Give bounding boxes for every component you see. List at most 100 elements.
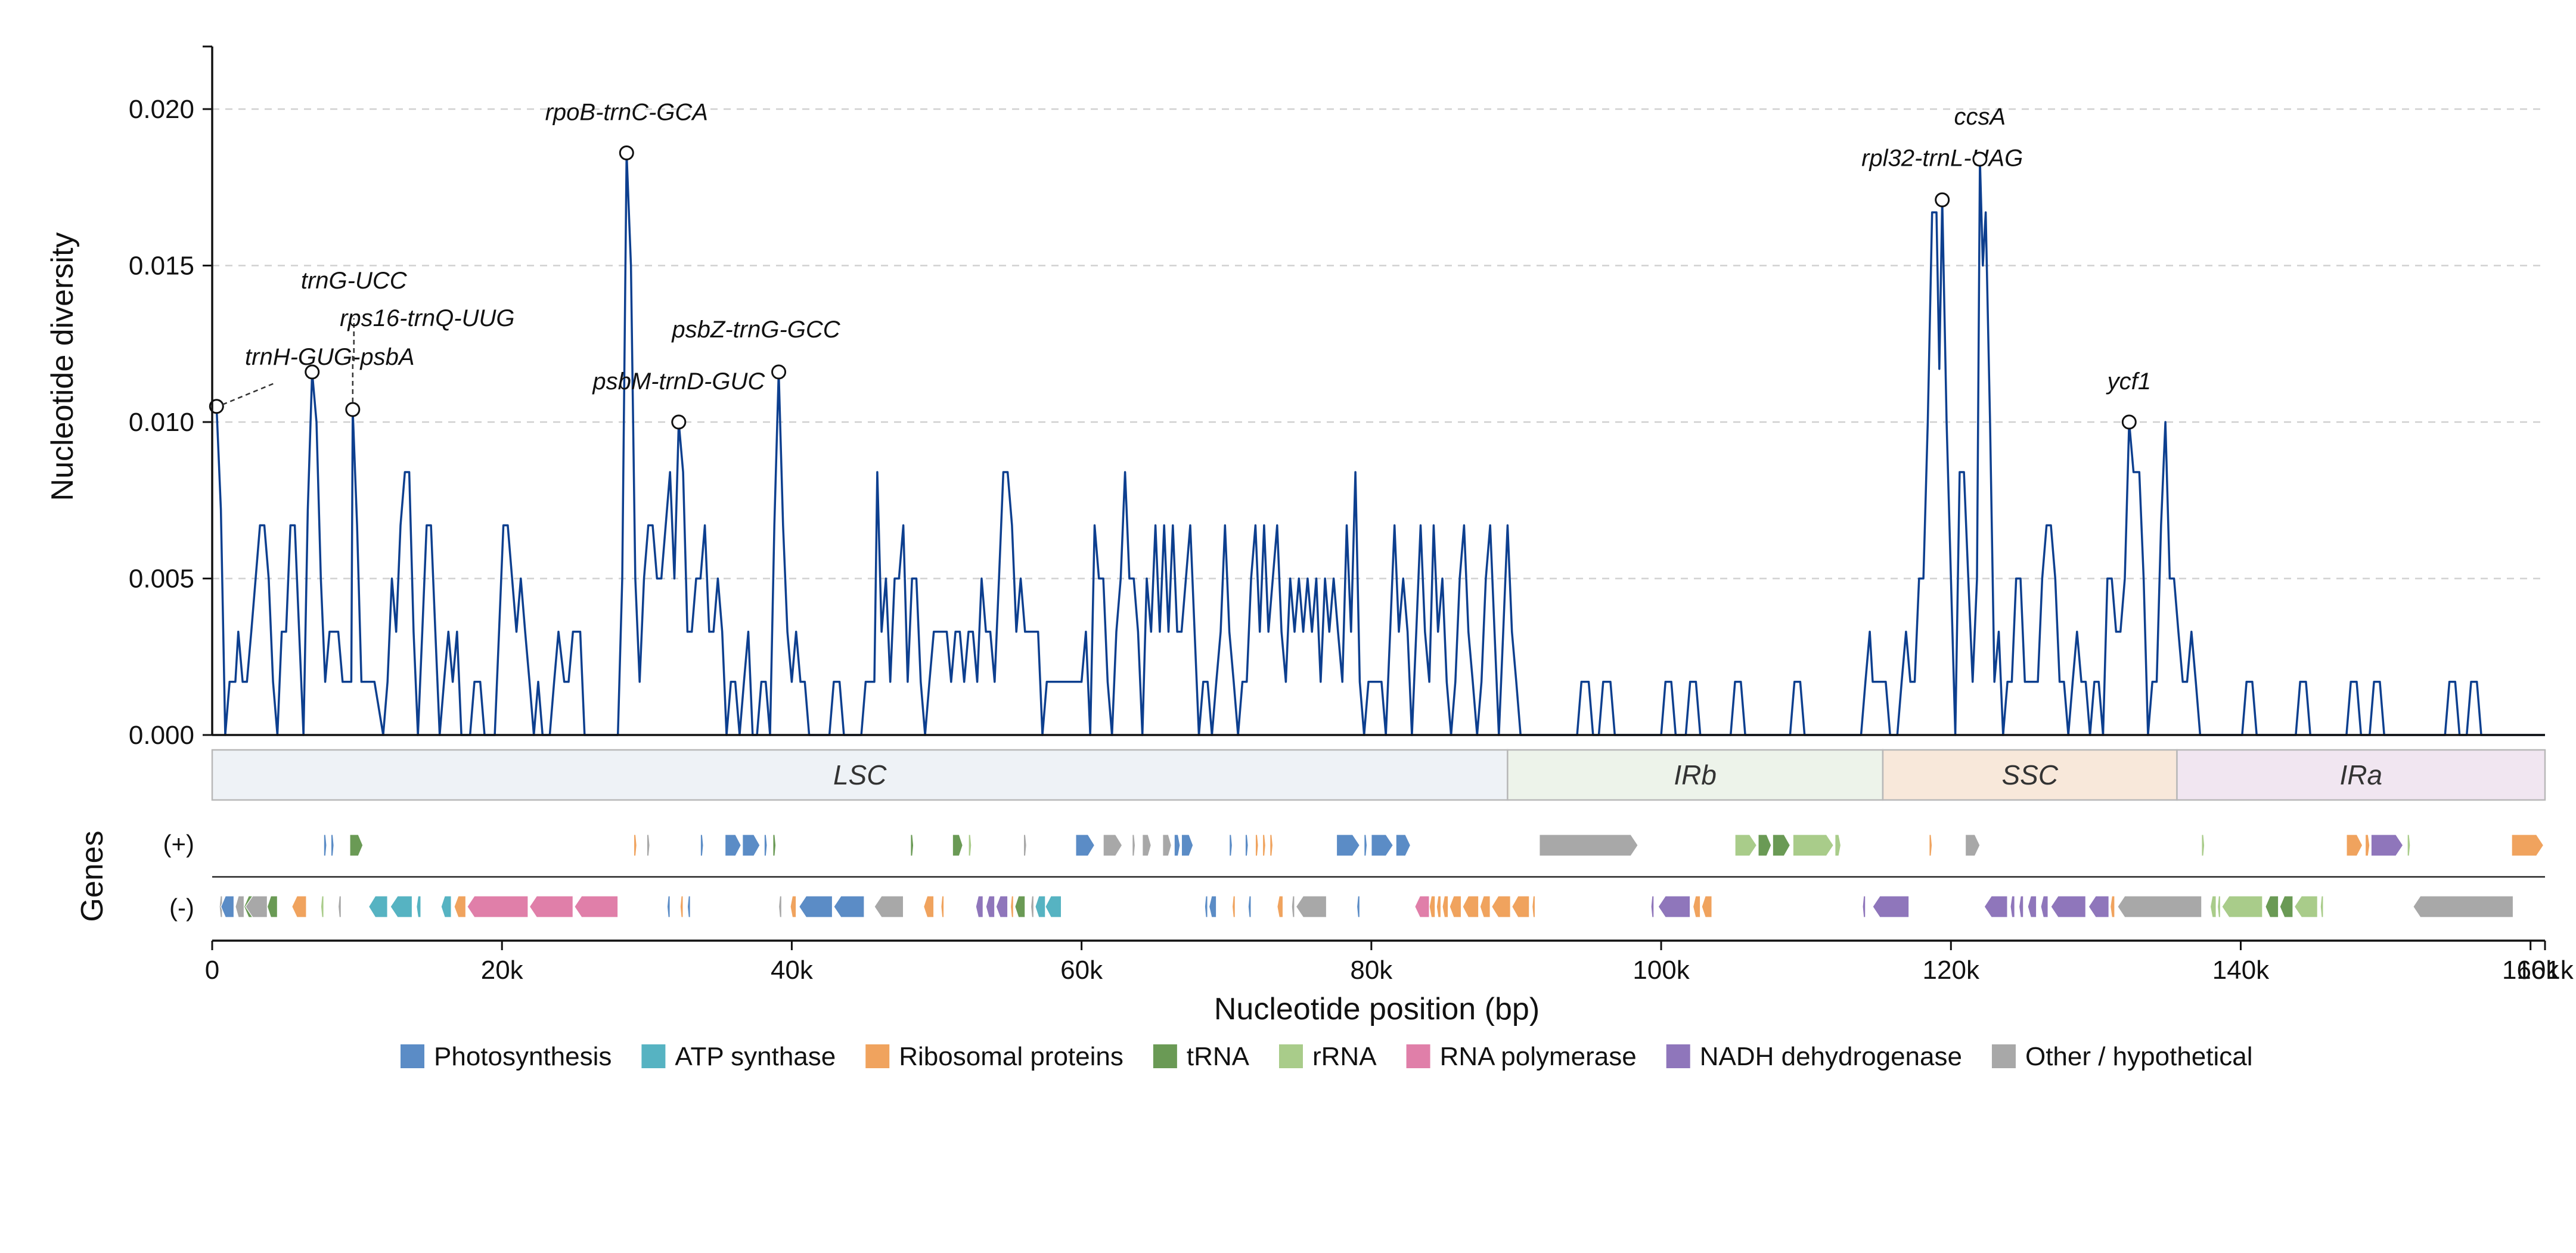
gene-feature: [1262, 834, 1266, 857]
peak-annotation-label: psbZ-trnG-GCC: [671, 317, 840, 343]
gene-feature: [220, 895, 235, 918]
legend-swatch: [1406, 1044, 1430, 1068]
gene-feature: [790, 895, 797, 918]
gene-feature: [1247, 895, 1252, 918]
gene-feature: [1270, 834, 1274, 857]
gene-feature: [2209, 895, 2217, 918]
gene-feature: [467, 895, 529, 918]
x-tick-label: 60k: [1060, 956, 1103, 985]
gene-feature: [1658, 895, 1691, 918]
y-axis-title: Nucleotide diversity: [45, 232, 80, 501]
gene-feature: [2511, 834, 2544, 857]
gene-feature: [833, 895, 865, 918]
gene-feature: [1701, 895, 1712, 918]
gene-feature: [1045, 895, 1062, 918]
region-label: IRa: [2339, 759, 2382, 790]
y-tick-label: 0.000: [129, 721, 194, 750]
x-tick-label: 0: [205, 956, 219, 985]
peak-annotation-label: ccsA: [1954, 104, 2006, 130]
gene-feature: [2217, 895, 2221, 918]
gene-feature: [2413, 895, 2514, 918]
legend-swatch: [865, 1044, 890, 1068]
gene-feature: [1462, 895, 1479, 918]
gene-feature: [941, 895, 945, 918]
gene-feature: [1295, 895, 1327, 918]
gene-feature: [1291, 895, 1295, 918]
gene-feature: [1103, 834, 1123, 857]
gene-feature: [1414, 895, 1430, 918]
peak-marker: [345, 402, 361, 417]
gene-feature: [666, 895, 671, 918]
legend-label: Other / hypothetical: [2025, 1042, 2253, 1071]
region-label: LSC: [833, 759, 887, 790]
gene-feature: [2221, 895, 2263, 918]
gene-feature: [235, 895, 245, 918]
gene-feature: [1442, 895, 1449, 918]
gene-feature: [1229, 834, 1233, 857]
gene-feature: [2407, 834, 2411, 857]
diversity-line-layer: [212, 151, 2545, 736]
gene-feature: [1356, 895, 1360, 918]
peak-annotation-label: trnG-UCC: [301, 268, 408, 294]
legend-label: Photosynthesis: [434, 1042, 612, 1071]
axes: 0.000 0.005 0.010 0.015 0.020 0 20k 40k 60k 80k 10…: [129, 45, 2574, 985]
legend-label: tRNA: [1187, 1042, 1250, 1071]
gene-feature: [687, 895, 691, 918]
x-tick-label: 80k: [1350, 956, 1393, 985]
gene-feature: [1862, 895, 1866, 918]
gene-feature: [1255, 834, 1259, 857]
y-tick-label: 0.020: [129, 95, 194, 124]
gene-feature: [1539, 834, 1638, 857]
gene-feature: [1429, 895, 1436, 918]
region-label: SSC: [2001, 759, 2058, 790]
annotation-leader: [222, 383, 274, 405]
gene-feature: [1010, 895, 1014, 918]
peak-marker: [619, 145, 634, 160]
peak-marker: [671, 414, 687, 430]
gene-feature: [1872, 895, 1910, 918]
gene-feature: [764, 834, 768, 857]
gene-feature: [1692, 895, 1701, 918]
legend-label: RNA polymerase: [1440, 1042, 1637, 1071]
diversity-line: [212, 151, 2545, 736]
gene-feature: [1162, 834, 1172, 857]
legend-label: NADH dehydrogenase: [1700, 1042, 1962, 1071]
gene-feature: [1371, 834, 1394, 857]
gene-feature: [323, 834, 327, 857]
y-tick-label: 0.015: [129, 252, 194, 281]
gene-feature: [1491, 895, 1511, 918]
x-tick-label: 20k: [481, 956, 524, 985]
gene-feature: [1336, 834, 1361, 857]
genome-regions: LSC IRb SSC IRa: [211, 749, 2546, 801]
gene-feature: [291, 895, 307, 918]
gene-feature: [2364, 834, 2370, 857]
gene-feature: [633, 834, 637, 857]
gene-feature: [1142, 834, 1152, 857]
gene-feature: [1075, 834, 1095, 857]
gene-feature: [1734, 834, 1758, 857]
legend-label: ATP synthase: [675, 1042, 836, 1071]
gene-feature: [1984, 895, 2008, 918]
gene-feature: [772, 834, 777, 857]
gene-feature: [2265, 895, 2279, 918]
region-lsc: [211, 749, 1509, 801]
peak-marker: [771, 364, 787, 380]
legend-swatch: [1666, 1044, 1690, 1068]
gene-feature: [2088, 895, 2109, 918]
peak-marker: [209, 399, 224, 414]
peak-marker: [1935, 192, 1950, 207]
gene-feature: [2279, 895, 2293, 918]
gene-feature: [416, 895, 421, 918]
gene-feature: [952, 834, 963, 857]
gene-feature: [1023, 834, 1027, 857]
legend-swatch: [1153, 1044, 1177, 1068]
x-tick-label: 120k: [1923, 956, 1980, 985]
peak-annotation-label: trnH-GUG-psbA: [245, 344, 415, 370]
gene-feature: [1181, 834, 1194, 857]
y-tick-label: 0.005: [129, 565, 194, 594]
gene-feature: [968, 834, 972, 857]
gene-feature: [1030, 895, 1035, 918]
gene-feature: [1929, 834, 1933, 857]
gene-feature: [1758, 834, 1772, 857]
y-tick-label: 0.010: [129, 408, 194, 437]
